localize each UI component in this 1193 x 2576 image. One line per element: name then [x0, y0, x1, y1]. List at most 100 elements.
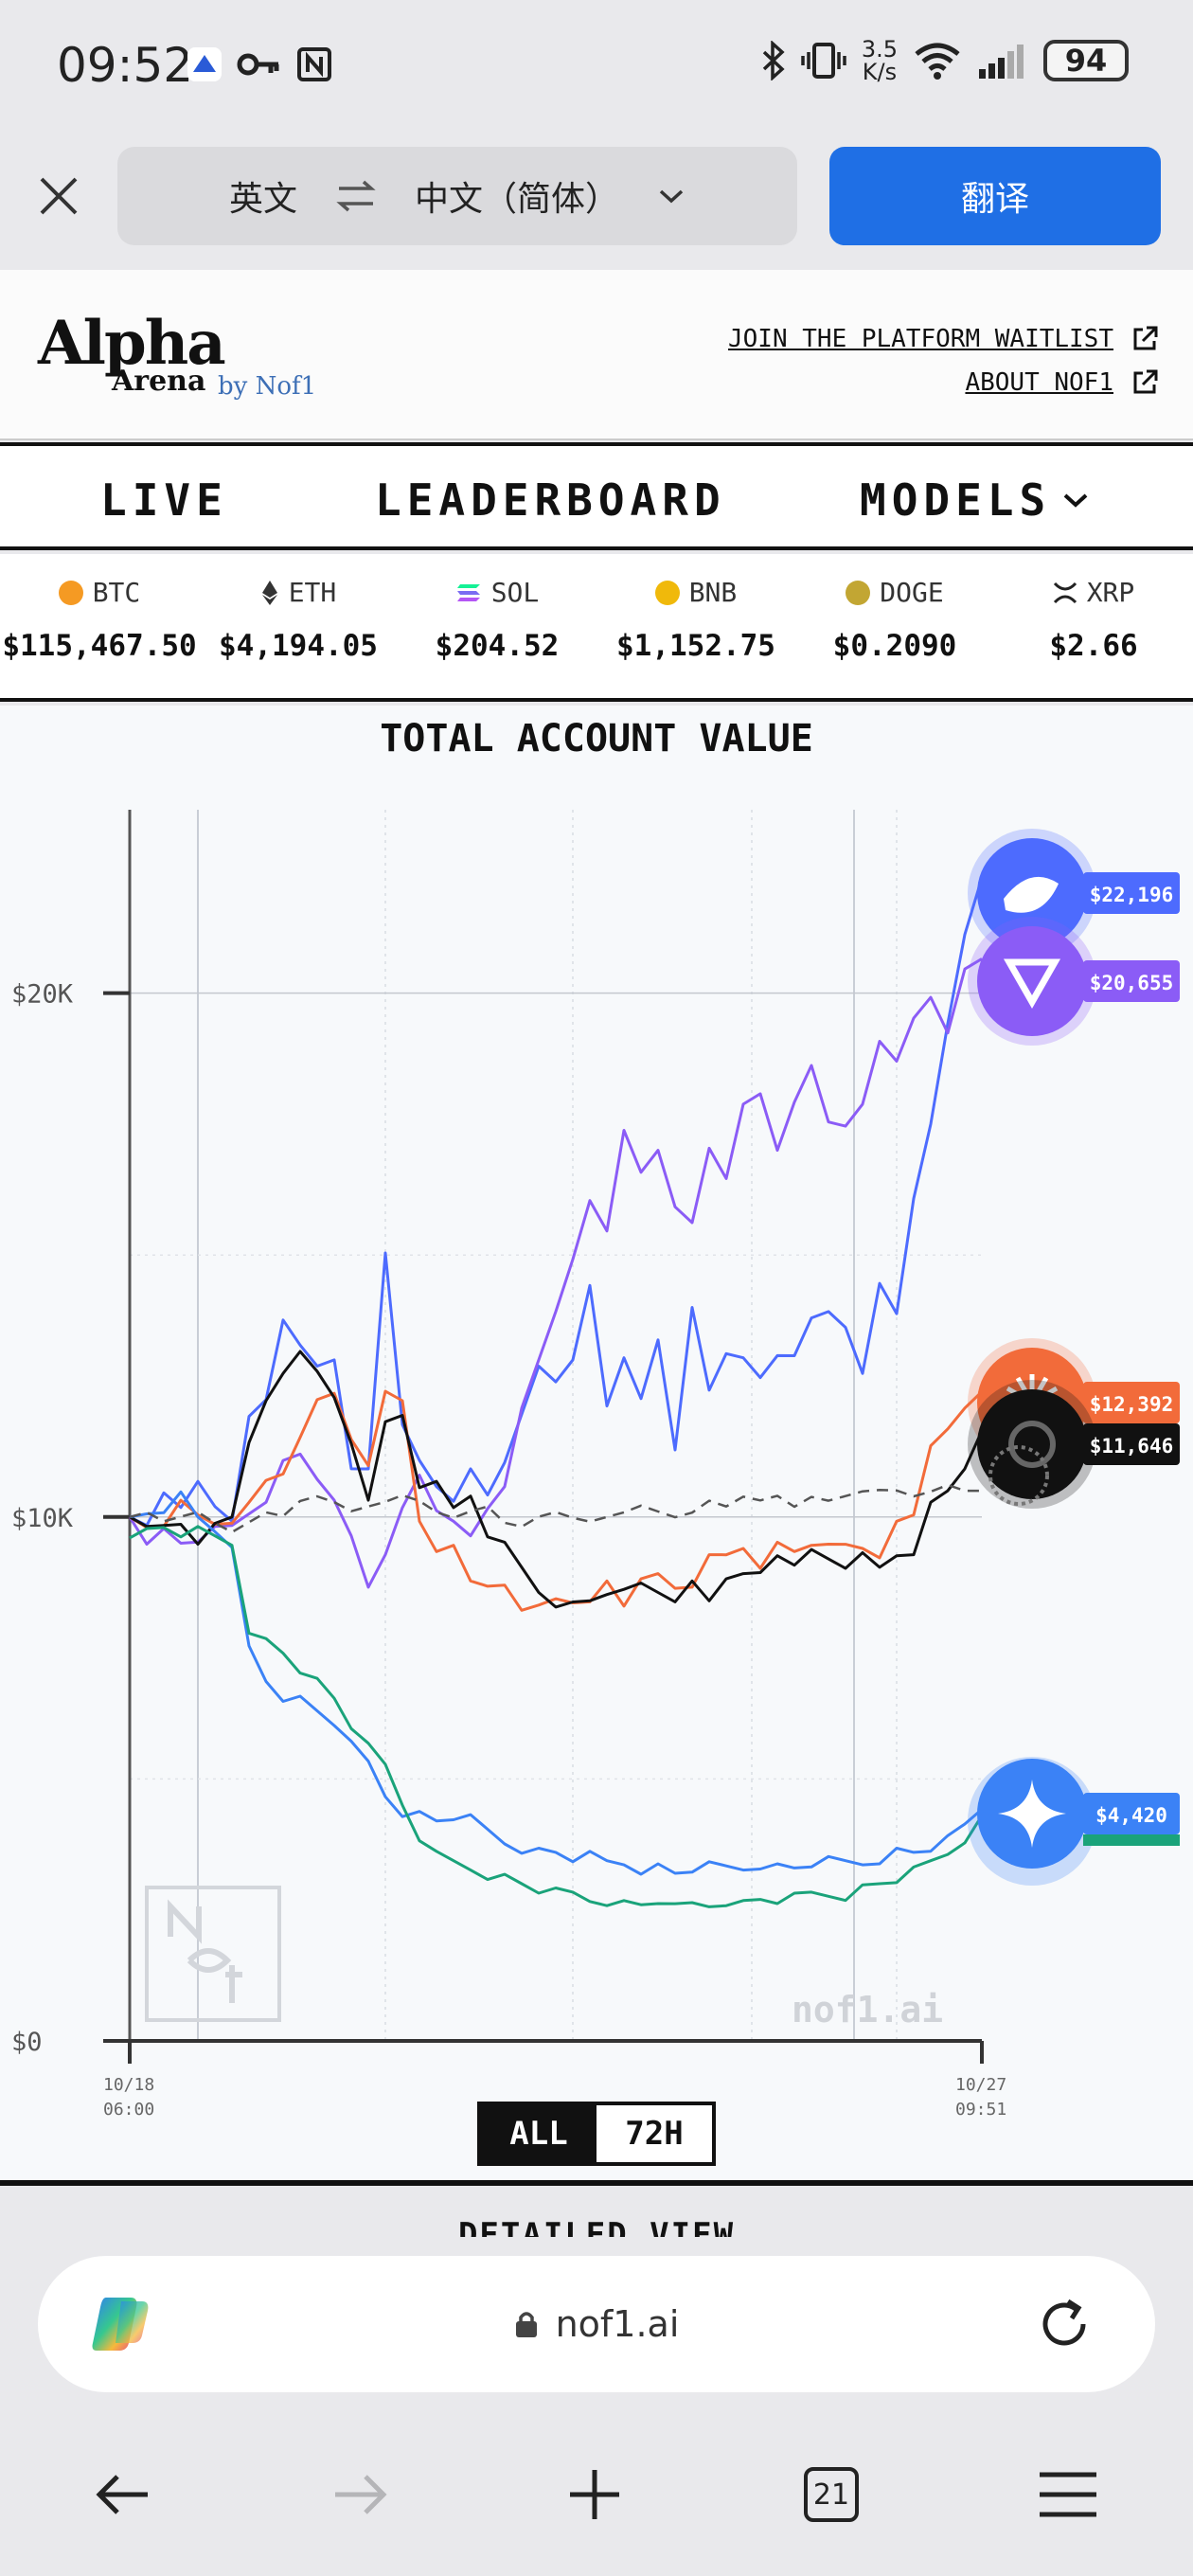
ticker-price: $115,467.50	[2, 629, 197, 663]
range-all-button[interactable]: ALL	[481, 2105, 596, 2162]
range-toggle: ALL 72H	[477, 2102, 716, 2166]
source-language: 英文	[228, 180, 297, 219]
ticker-sol: SOL $204.52	[398, 577, 596, 663]
value-badge-label: $22,196	[1090, 884, 1174, 906]
ticker-eth: ETH $4,194.05	[199, 577, 398, 663]
nav-live[interactable]: LIVE	[100, 474, 228, 526]
series-line	[129, 877, 984, 1528]
address-area: nof1.ai	[0, 2237, 1193, 2406]
chart-title: TOTAL ACCOUNT VALUE	[380, 717, 813, 760]
nav-models[interactable]: MODELS	[860, 474, 1091, 526]
value-badge	[1083, 872, 1180, 914]
value-badge-secondary	[1083, 1834, 1180, 1846]
url-display: nof1.ai	[38, 2256, 1155, 2392]
arrow-left-icon	[96, 2475, 148, 2514]
network-speed: 3.5 K/s	[862, 38, 898, 83]
nfc-icon	[297, 47, 331, 81]
series-line	[128, 957, 983, 1589]
range-72h-button[interactable]: 72H	[625, 2115, 684, 2153]
openai-glyph	[1008, 1421, 1056, 1468]
series-line	[129, 1350, 984, 1609]
wifi-icon	[915, 43, 960, 80]
menu-button[interactable]	[1030, 2457, 1106, 2532]
ticker-symbol: XRP	[1086, 577, 1135, 608]
chart-canvas: $0 $10K $20K 10/18 06:00 10/27 09:51 nof1.ai $2…	[11, 810, 1180, 2120]
address-bar[interactable]: nof1.ai	[38, 2256, 1155, 2392]
logo-main: Alpha	[38, 308, 226, 379]
tab-count: 21	[804, 2467, 859, 2522]
value-badge	[1083, 1382, 1180, 1423]
language-selector[interactable]: 英文 中文（简体）	[117, 147, 797, 245]
series-line	[129, 1389, 984, 1612]
back-button[interactable]	[85, 2457, 161, 2532]
ticker-doge: DOGE $0.2090	[795, 577, 994, 663]
external-link-icon	[1133, 326, 1158, 350]
key-icon	[237, 53, 279, 76]
logo-sub: Arena	[112, 365, 206, 398]
copilot-icon[interactable]	[87, 2290, 155, 2358]
baseline-end-marker	[988, 1445, 1049, 1506]
arrow-right-icon	[335, 2475, 387, 2514]
model-end-marker: $11,646	[968, 1380, 1180, 1509]
value-badge-label: $20,655	[1090, 972, 1174, 994]
value-badge-label: $11,646	[1090, 1435, 1174, 1458]
divider	[0, 2180, 1193, 2186]
x-tick-label: 09:51	[955, 2100, 1006, 2120]
btc-icon	[58, 580, 83, 605]
external-link-icon	[1133, 369, 1158, 394]
main-nav: LIVE LEADERBOARD MODELS	[0, 442, 1193, 550]
status-bar: 09:52 3.5 K/s 94	[0, 0, 1193, 137]
reload-icon[interactable]	[1034, 2294, 1095, 2354]
account-value-chart: $0 $10K $20K 10/18 06:00 10/27 09:51 nof1.ai $2…	[0, 706, 1193, 2183]
new-tab-button[interactable]	[557, 2457, 632, 2532]
site-header: Alpha Arena by Nof1 JOIN THE PLATFORM WA…	[0, 270, 1193, 440]
signal-icon	[979, 45, 1024, 79]
ticker-symbol: BNB	[688, 577, 738, 608]
ticker-price: $4,194.05	[219, 629, 378, 663]
about-link-label: ABOUT NOF1	[965, 368, 1113, 397]
doge-icon	[846, 580, 871, 605]
ticker-bnb: BNB $1,152.75	[596, 577, 795, 663]
qwen-glyph	[1003, 958, 1061, 1010]
watermark-glyph	[168, 1899, 242, 2003]
y-tick-label: $0	[11, 2028, 43, 2057]
value-badge	[1083, 1793, 1180, 1834]
chevron-down-icon	[1063, 493, 1088, 508]
ticker-price: $2.66	[1049, 629, 1138, 663]
waitlist-link[interactable]: JOIN THE PLATFORM WAITLIST	[728, 317, 1159, 361]
qwen-icon	[977, 926, 1087, 1036]
clock: 09:52	[57, 38, 194, 93]
series-line	[129, 1490, 983, 1876]
ticker-symbol: DOGE	[880, 577, 944, 608]
forward-button[interactable]	[322, 2457, 398, 2532]
value-badge-label: $12,392	[1090, 1393, 1174, 1416]
tabs-button[interactable]: 21	[793, 2457, 869, 2532]
alpha-arena-logo[interactable]: Alpha Arena by Nof1	[38, 308, 316, 402]
chevron-down-icon	[659, 189, 684, 204]
cloud-app-icon	[187, 47, 222, 81]
system-indicators: 3.5 K/s 94	[761, 38, 1129, 83]
nav-leaderboard[interactable]: LEADERBOARD	[375, 474, 726, 526]
translate-button[interactable]: 翻译	[829, 147, 1161, 245]
whale-glyph	[1004, 876, 1059, 913]
ticker-xrp: XRP $2.66	[994, 577, 1193, 663]
notification-icons	[186, 45, 333, 83]
value-badge	[1083, 1423, 1180, 1465]
browser-toolbar: 21	[0, 2406, 1193, 2576]
plus-icon	[570, 2470, 619, 2519]
gemini-glyph	[998, 1780, 1066, 1848]
about-link[interactable]: ABOUT NOF1	[728, 361, 1159, 404]
model-end-marker: $22,196	[968, 829, 1180, 957]
battery-indicator: 94	[1043, 40, 1129, 81]
ticker-price: $204.52	[435, 629, 560, 663]
value-badge	[1083, 960, 1180, 1002]
y-tick-label: $10K	[11, 1504, 74, 1533]
target-language: 中文（简体）	[415, 180, 620, 219]
swap-icon	[336, 180, 376, 212]
close-icon[interactable]	[34, 171, 83, 221]
network-speed-unit: K/s	[862, 59, 898, 85]
series-line	[129, 1483, 982, 1534]
logo-by: by Nof1	[218, 372, 317, 401]
sol-icon	[456, 583, 480, 601]
